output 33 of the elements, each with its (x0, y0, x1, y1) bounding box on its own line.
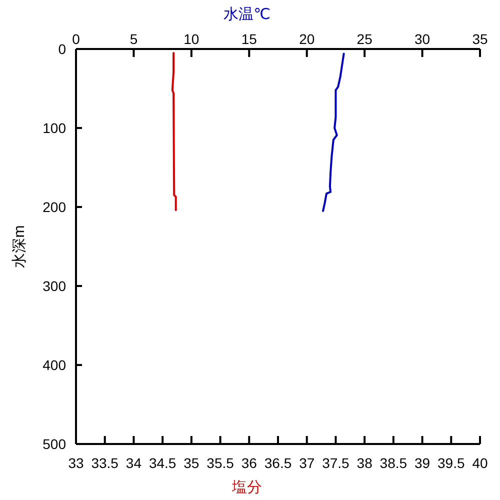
y-tick-label: 0 (58, 40, 66, 57)
x-tick-label: 37.5 (322, 455, 350, 471)
y-tick-label: 200 (42, 198, 66, 215)
x2-tick-label: 10 (184, 31, 200, 47)
x-tick-label: 40 (472, 455, 488, 471)
y-tick-label: 400 (42, 356, 66, 373)
x2-tick-label: 5 (130, 31, 138, 47)
y-tick-label: 100 (42, 120, 66, 136)
x2-tick-label: 30 (414, 31, 430, 47)
x-tick-label: 36 (241, 455, 258, 471)
x-tick-label: 37 (299, 455, 315, 471)
y-tick-label: 500 (42, 436, 66, 452)
x2-tick-label: 0 (72, 31, 80, 47)
x-tick-label: 35.5 (206, 455, 234, 471)
line-series (171, 52, 177, 212)
y-axis-title: 水深m (11, 225, 28, 268)
x2-tick-label: 20 (299, 31, 315, 47)
x-tick-label: 33 (68, 455, 84, 471)
x-axis-title: 塩分 (231, 479, 262, 496)
x2-tick-label: 15 (241, 31, 258, 47)
x2-axis-title: 水温℃ (224, 6, 270, 23)
y-tick-label: 300 (42, 278, 66, 294)
x-tick-label: 38.5 (380, 455, 408, 471)
x-tick-label: 36.5 (264, 455, 292, 471)
x2-tick-label: 35 (472, 31, 488, 47)
x-tick-label: 35 (184, 455, 200, 471)
x-tick-label: 38 (356, 455, 373, 471)
x-tick-label: 33.5 (91, 455, 119, 471)
x-tick-label: 34.5 (148, 455, 176, 471)
x-tick-label: 34 (126, 455, 142, 471)
x-tick-label: 39.5 (438, 455, 465, 471)
x-tick-label: 39 (414, 455, 430, 471)
x2-tick-label: 25 (356, 31, 373, 47)
